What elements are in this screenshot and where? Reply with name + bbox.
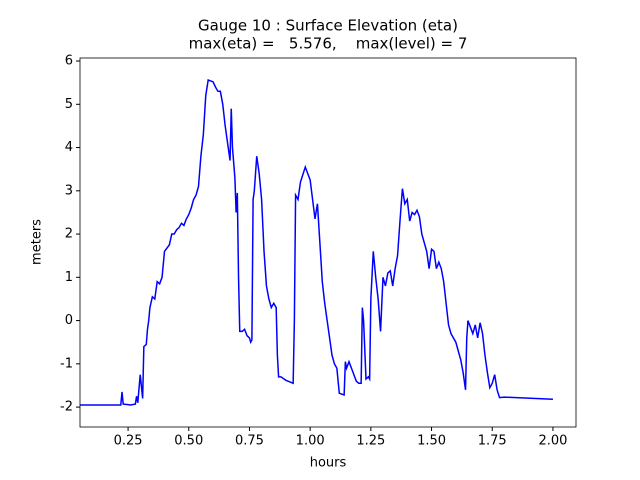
- x-tick-label: 1.25: [356, 434, 385, 449]
- y-tick-label: 3: [65, 183, 73, 198]
- y-tick-label: 6: [65, 54, 73, 69]
- y-axis-label: meters: [30, 219, 45, 265]
- y-tick-label: 2: [65, 227, 73, 242]
- y-tick-label: -1: [60, 356, 73, 371]
- x-tick-label: 1.00: [296, 434, 325, 449]
- x-axis-label: hours: [310, 456, 347, 471]
- y-tick-label: 0: [65, 313, 73, 328]
- x-tick-label: 0.25: [114, 434, 143, 449]
- y-tick-label: 5: [65, 97, 73, 112]
- chart-subtitle: max(eta) = 5.576, max(level) = 7: [189, 35, 468, 53]
- x-tick-label: 0.75: [235, 434, 264, 449]
- data-line: [80, 79, 553, 406]
- chart-title: Gauge 10 : Surface Elevation (eta): [198, 17, 458, 35]
- plot-frame: [79, 57, 577, 428]
- y-tick-label: 4: [65, 140, 73, 155]
- x-tick-label: 0.50: [174, 434, 203, 449]
- y-tick-label: -2: [60, 400, 73, 415]
- y-tick-label: 1: [65, 270, 73, 285]
- x-tick-label: 1.75: [478, 434, 507, 449]
- x-tick-label: 2.00: [538, 434, 567, 449]
- x-tick-label: 1.50: [417, 434, 446, 449]
